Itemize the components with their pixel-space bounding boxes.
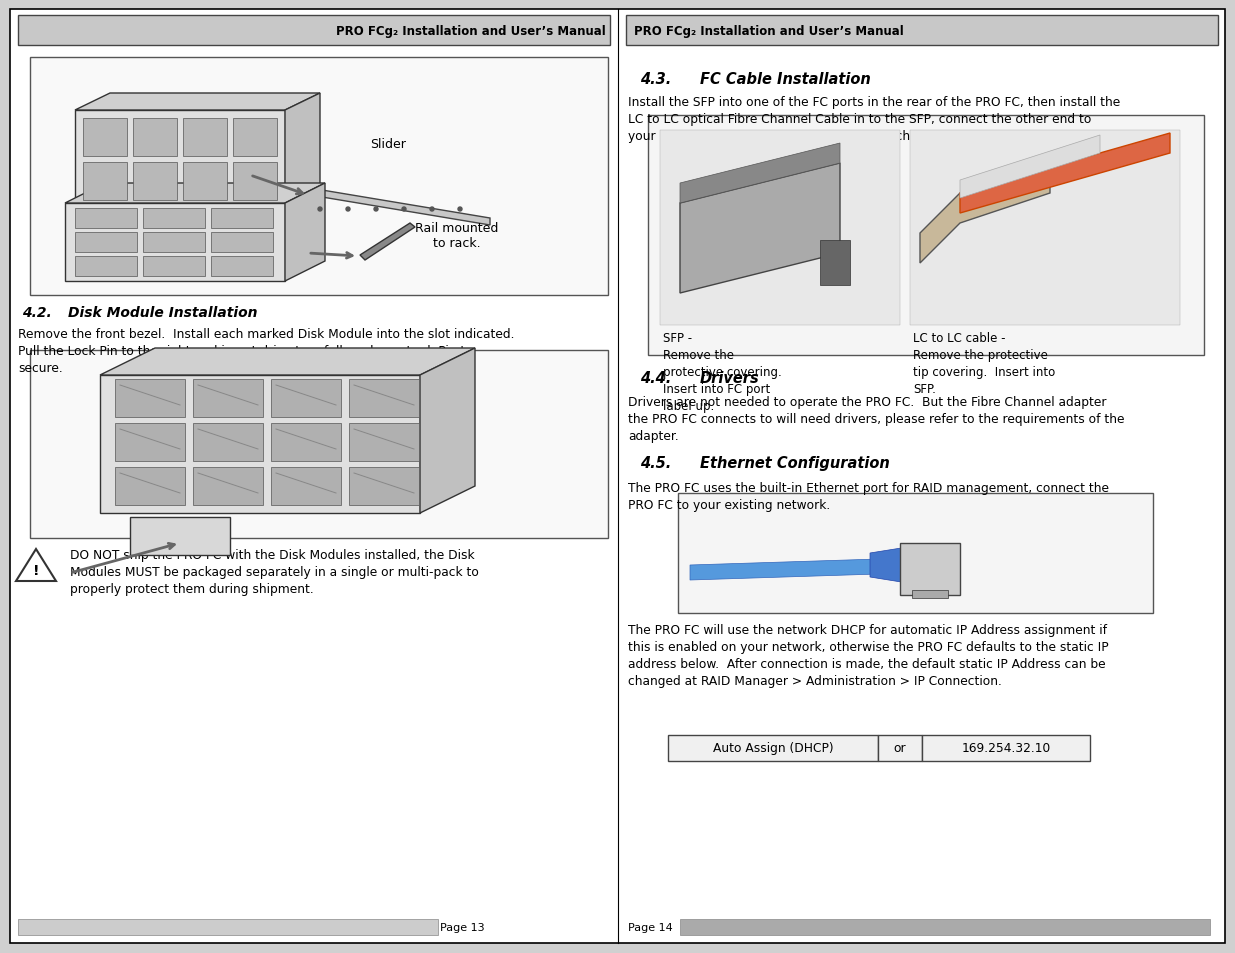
Bar <box>65 204 285 282</box>
Bar <box>923 735 1091 761</box>
Polygon shape <box>869 545 920 585</box>
Bar <box>19 919 438 935</box>
Bar <box>75 256 137 276</box>
Text: Page 13: Page 13 <box>440 923 484 932</box>
Polygon shape <box>285 94 320 206</box>
Bar <box>100 375 420 514</box>
Polygon shape <box>65 184 325 204</box>
Polygon shape <box>75 94 320 111</box>
Bar <box>83 119 127 157</box>
Bar <box>183 119 227 157</box>
Polygon shape <box>359 224 415 261</box>
Bar <box>678 494 1153 614</box>
Text: Drivers are not needed to operate the PRO FC.  But the Fibre Channel adapter
the: Drivers are not needed to operate the PR… <box>629 395 1125 442</box>
Text: Remove the front bezel.  Install each marked Disk Module into the slot indicated: Remove the front bezel. Install each mar… <box>19 328 515 375</box>
Bar <box>143 209 205 229</box>
Text: 4.2.: 4.2. <box>22 306 52 319</box>
Text: Disk Module Installation: Disk Module Installation <box>68 306 258 319</box>
Circle shape <box>346 208 350 212</box>
Bar <box>75 209 137 229</box>
Bar <box>270 423 341 461</box>
Bar <box>30 58 608 295</box>
Bar <box>133 119 177 157</box>
Bar <box>350 423 419 461</box>
Bar <box>900 543 960 596</box>
Bar <box>233 119 277 157</box>
Text: Rail mounted
to rack.: Rail mounted to rack. <box>415 222 499 250</box>
Text: Install the SFP into one of the FC ports in the rear of the PRO FC, then install: Install the SFP into one of the FC ports… <box>629 96 1120 143</box>
Bar <box>211 209 273 229</box>
Text: Auto Assign (DHCP): Auto Assign (DHCP) <box>713 741 834 755</box>
Polygon shape <box>920 164 1050 264</box>
Bar <box>820 241 850 286</box>
Bar <box>75 233 137 253</box>
Text: FC Cable Installation: FC Cable Installation <box>700 71 871 87</box>
Bar <box>193 468 263 505</box>
Bar <box>143 256 205 276</box>
Bar <box>115 379 185 417</box>
Bar <box>626 16 1218 46</box>
Text: SFP -
Remove the
protective covering.
Insert into FC port
label up.: SFP - Remove the protective covering. In… <box>663 332 782 413</box>
Text: LC to LC cable -
Remove the protective
tip covering.  Insert into
SFP.: LC to LC cable - Remove the protective t… <box>913 332 1055 395</box>
Bar <box>143 233 205 253</box>
Polygon shape <box>680 164 840 294</box>
Bar <box>668 735 878 761</box>
Text: PRO FCg₂ Installation and User’s Manual: PRO FCg₂ Installation and User’s Manual <box>336 25 606 37</box>
Bar <box>133 163 177 201</box>
Bar <box>211 233 273 253</box>
Bar <box>680 919 1210 935</box>
Polygon shape <box>100 349 475 375</box>
Bar <box>75 111 285 206</box>
Circle shape <box>317 208 322 212</box>
Polygon shape <box>16 550 56 581</box>
Bar <box>233 163 277 201</box>
Bar <box>350 468 419 505</box>
Text: Page 14: Page 14 <box>629 923 673 932</box>
Circle shape <box>403 208 406 212</box>
Circle shape <box>374 208 378 212</box>
Text: !: ! <box>33 563 40 578</box>
Polygon shape <box>690 558 910 580</box>
Bar <box>648 116 1204 355</box>
Text: The PRO FC will use the network DHCP for automatic IP Address assignment if
this: The PRO FC will use the network DHCP for… <box>629 623 1109 687</box>
Bar <box>193 423 263 461</box>
Text: Drivers: Drivers <box>700 371 760 386</box>
Polygon shape <box>420 349 475 514</box>
Bar <box>270 379 341 417</box>
Bar <box>115 423 185 461</box>
Polygon shape <box>680 144 840 204</box>
Text: 169.254.32.10: 169.254.32.10 <box>961 741 1051 755</box>
Text: 4.3.: 4.3. <box>640 71 672 87</box>
Polygon shape <box>285 184 325 282</box>
Bar <box>910 131 1179 326</box>
Text: DO NOT ship the PRO FC with the Disk Modules installed, the Disk
Modules MUST be: DO NOT ship the PRO FC with the Disk Mod… <box>70 548 479 596</box>
Polygon shape <box>960 133 1170 213</box>
Bar <box>130 517 230 556</box>
Text: The PRO FC uses the built-in Ethernet port for RAID management, connect the
PRO : The PRO FC uses the built-in Ethernet po… <box>629 481 1109 512</box>
Bar <box>911 590 948 598</box>
Bar <box>211 256 273 276</box>
Text: PRO FCg₂ Installation and User’s Manual: PRO FCg₂ Installation and User’s Manual <box>634 25 904 37</box>
Bar <box>30 351 608 538</box>
Polygon shape <box>960 136 1100 199</box>
Text: 4.4.: 4.4. <box>640 371 672 386</box>
Text: 4.5.: 4.5. <box>640 456 672 471</box>
Circle shape <box>458 208 462 212</box>
Polygon shape <box>310 189 490 226</box>
Bar <box>183 163 227 201</box>
Bar <box>193 379 263 417</box>
Bar <box>878 735 923 761</box>
Bar <box>350 379 419 417</box>
Text: or: or <box>894 741 906 755</box>
Bar <box>19 16 610 46</box>
Text: Slider: Slider <box>370 137 406 151</box>
Bar <box>659 131 900 326</box>
Bar <box>270 468 341 505</box>
Text: Ethernet Configuration: Ethernet Configuration <box>700 456 889 471</box>
Bar <box>83 163 127 201</box>
Circle shape <box>430 208 433 212</box>
Bar <box>115 468 185 505</box>
